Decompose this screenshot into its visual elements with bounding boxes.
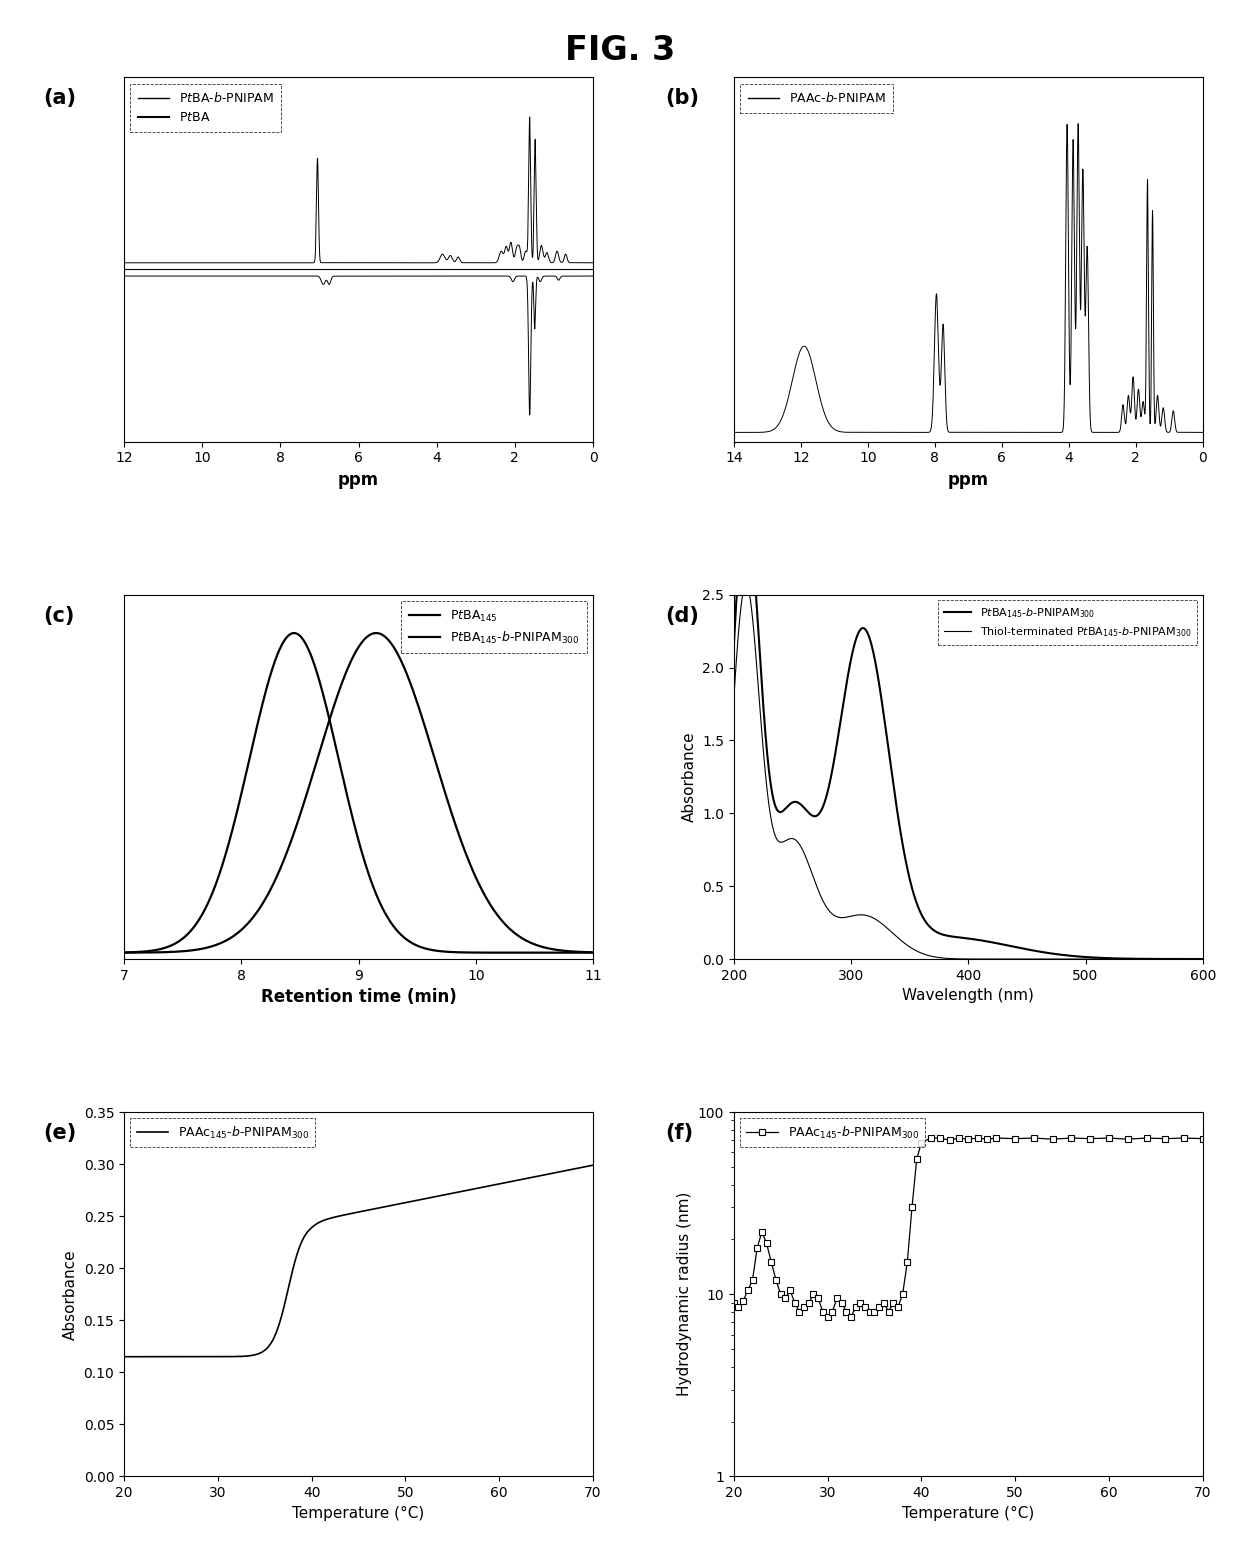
Text: (b): (b) [666, 88, 699, 108]
Text: (a): (a) [43, 88, 77, 108]
Legend: P$\it{t}$BA-$\it{b}$-PNIPAM, P$\it{t}$BA: P$\it{t}$BA-$\it{b}$-PNIPAM, P$\it{t}$BA [130, 83, 281, 131]
Text: FIG. 3: FIG. 3 [565, 34, 675, 66]
Text: (f): (f) [666, 1122, 693, 1142]
X-axis label: ppm: ppm [339, 472, 379, 489]
X-axis label: ppm: ppm [947, 472, 988, 489]
Legend: PAAc$_{145}$-$\it{b}$-PNIPAM$_{300}$: PAAc$_{145}$-$\it{b}$-PNIPAM$_{300}$ [740, 1118, 925, 1147]
Legend: P$\it{t}$BA$_{145}$-$\it{b}$-PNIPAM$_{300}$, Thiol-terminated P$\it{t}$BA$_{145}: P$\it{t}$BA$_{145}$-$\it{b}$-PNIPAM$_{30… [937, 600, 1198, 645]
X-axis label: Temperature (°C): Temperature (°C) [293, 1506, 424, 1521]
Y-axis label: Absorbance: Absorbance [682, 731, 697, 822]
X-axis label: Wavelength (nm): Wavelength (nm) [903, 988, 1034, 1003]
Legend: P$\it{t}$BA$_{145}$, P$\it{t}$BA$_{145}$-$\it{b}$-PNIPAM$_{300}$: P$\it{t}$BA$_{145}$, P$\it{t}$BA$_{145}$… [402, 601, 587, 654]
Text: (c): (c) [43, 606, 74, 626]
X-axis label: Temperature (°C): Temperature (°C) [903, 1506, 1034, 1521]
X-axis label: Retention time (min): Retention time (min) [260, 988, 456, 1006]
Legend: PAAc-$\it{b}$-PNIPAM: PAAc-$\it{b}$-PNIPAM [740, 83, 893, 113]
Y-axis label: Absorbance: Absorbance [63, 1249, 78, 1339]
Text: (d): (d) [666, 606, 699, 626]
Text: (e): (e) [43, 1122, 77, 1142]
Y-axis label: Hydrodynamic radius (nm): Hydrodynamic radius (nm) [677, 1192, 692, 1396]
Legend: PAAc$_{145}$-$\it{b}$-PNIPAM$_{300}$: PAAc$_{145}$-$\it{b}$-PNIPAM$_{300}$ [130, 1118, 315, 1147]
